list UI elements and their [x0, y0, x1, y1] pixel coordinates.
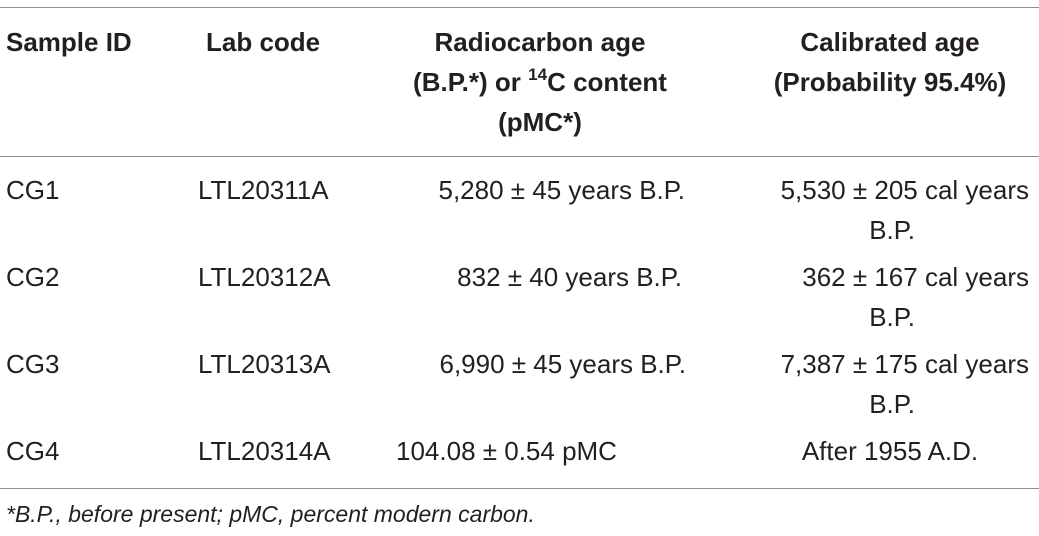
table-top-rule: [0, 7, 1039, 8]
cell-sample-id: CG3: [6, 349, 60, 379]
cell-calibrated-line2: B.P.: [869, 302, 915, 332]
cell-radiocarbon: 832 ± 40 years B.P.: [457, 262, 682, 292]
cell-radiocarbon: 6,990 ± 45 years B.P.: [439, 349, 686, 379]
cell-calibrated: 5,530 ± 205 cal years B.P.: [700, 170, 1029, 250]
header-sample-id: Sample ID: [6, 27, 132, 57]
header-radiocarbon-line2-pre: (B.P.*) or: [413, 67, 529, 97]
header-radiocarbon-age: Radiocarbon age (B.P.*) or 14C content (…: [380, 22, 700, 142]
header-calibrated-line1: Calibrated age: [800, 27, 980, 57]
cell-calibrated-line2: B.P.: [869, 215, 915, 245]
cell-lab-code: LTL20313A: [198, 349, 331, 379]
header-radiocarbon-line2-post: C content: [547, 67, 667, 97]
cell-calibrated-line1: 5,530 ± 205 cal years: [780, 175, 1029, 205]
cell-sample-id: CG4: [6, 436, 60, 466]
cell-sample-id: CG1: [6, 175, 60, 205]
table-header-rule: [0, 156, 1039, 157]
header-calibrated-line2: (Probability 95.4%): [773, 67, 1007, 97]
table-bottom-rule: [0, 488, 1039, 489]
cell-radiocarbon: 104.08 ± 0.54 pMC: [396, 436, 617, 466]
cell-calibrated: 7,387 ± 175 cal years B.P.: [700, 344, 1029, 424]
cell-lab-code: LTL20312A: [198, 262, 331, 292]
header-radiocarbon-line3: (pMC*): [498, 107, 582, 137]
cell-calibrated-line2: B.P.: [869, 389, 915, 419]
cell-calibrated: 362 ± 167 cal years B.P.: [700, 257, 1029, 337]
cell-calibrated-line1: 7,387 ± 175 cal years: [780, 349, 1029, 379]
header-lab-code: Lab code: [206, 27, 321, 57]
header-radiocarbon-line1: Radiocarbon age: [434, 27, 646, 57]
cell-lab-code: LTL20311A: [198, 175, 329, 205]
cell-sample-id: CG2: [6, 262, 60, 292]
cell-lab-code: LTL20314A: [198, 436, 331, 466]
header-radiocarbon-line2: (B.P.*) or 14C content: [380, 62, 700, 102]
cell-calibrated: After 1955 A.D.: [801, 436, 979, 466]
cell-calibrated-line1: 362 ± 167 cal years: [802, 262, 1029, 292]
cell-radiocarbon: 5,280 ± 45 years B.P.: [438, 175, 685, 205]
table-footnote: *B.P., before present; pMC, percent mode…: [6, 501, 535, 527]
header-radiocarbon-superscript: 14: [528, 65, 548, 85]
header-calibrated-age: Calibrated age (Probability 95.4%): [740, 22, 1039, 102]
